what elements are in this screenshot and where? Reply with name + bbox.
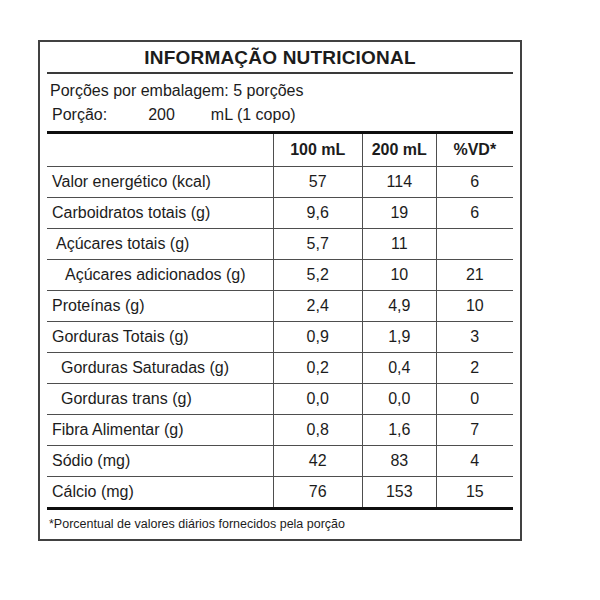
table-header-row: 100 mL 200 mL %VD* [47,133,513,167]
nutrient-name: Gorduras Totais (g) [47,322,273,353]
value-per-100ml: 2,4 [273,291,362,322]
daily-value-percent: 3 [436,322,513,353]
daily-value-percent: 7 [436,415,513,446]
value-per-100ml: 0,8 [273,415,362,446]
nutrient-row: Carboidratos totais (g)9,6196 [47,198,513,229]
value-per-200ml: 4,9 [362,291,436,322]
value-per-200ml: 0,0 [362,384,436,415]
daily-value-percent: 21 [436,260,513,291]
nutrient-row: Fibra Alimentar (g)0,81,67 [47,415,513,446]
daily-value-percent: 4 [436,446,513,477]
nutrient-row: Proteínas (g)2,44,910 [47,291,513,322]
value-per-100ml: 57 [273,167,362,198]
nutrition-label-box: INFORMAÇÃO NUTRICIONAL Porções por embal… [38,40,522,541]
daily-value-percent: 6 [436,167,513,198]
value-per-200ml: 0,4 [362,353,436,384]
serving-size-row: Porção: 200 mL (1 copo) [47,102,513,131]
value-per-200ml: 1,6 [362,415,436,446]
daily-value-footnote: *Porcentual de valores diários fornecido… [47,510,513,539]
value-per-100ml: 0,0 [273,384,362,415]
value-per-100ml: 5,7 [273,229,362,260]
nutrient-name: Gorduras trans (g) [47,384,273,415]
serving-size-label: Porção: [52,106,107,123]
daily-value-percent: 10 [436,291,513,322]
nutrient-name: Gorduras Saturadas (g) [47,353,273,384]
nutrient-name: Sódio (mg) [47,446,273,477]
servings-per-package: Porções por embalagem: 5 porções [47,74,513,102]
value-per-100ml: 0,2 [273,353,362,384]
nutrition-table-body: Valor energético (kcal)571146Carboidrato… [47,167,513,509]
value-per-100ml: 0,9 [273,322,362,353]
value-per-100ml: 9,6 [273,198,362,229]
column-header-nutrient [47,133,273,167]
column-header-per-200ml: 200 mL [362,133,436,167]
column-header-daily-value: %VD* [436,133,513,167]
nutrient-name: Valor energético (kcal) [47,167,273,198]
label-title: INFORMAÇÃO NUTRICIONAL [47,42,513,74]
value-per-200ml: 19 [362,198,436,229]
daily-value-percent [436,229,513,260]
nutrient-row: Gorduras trans (g)0,00,00 [47,384,513,415]
daily-value-percent: 2 [436,353,513,384]
nutrient-row: Açúcares adicionados (g)5,21021 [47,260,513,291]
nutrition-label-page: INFORMAÇÃO NUTRICIONAL Porções por embal… [0,0,600,600]
column-header-per-100ml: 100 mL [273,133,362,167]
nutrient-row: Açúcares totais (g)5,711 [47,229,513,260]
serving-size-amount: 200 [148,106,175,123]
nutrient-name: Proteínas (g) [47,291,273,322]
nutrient-row: Cálcio (mg)7615315 [47,477,513,509]
daily-value-percent: 6 [436,198,513,229]
value-per-200ml: 1,9 [362,322,436,353]
nutrient-name: Fibra Alimentar (g) [47,415,273,446]
daily-value-percent: 15 [436,477,513,509]
daily-value-percent: 0 [436,384,513,415]
value-per-100ml: 76 [273,477,362,509]
nutrient-row: Gorduras Saturadas (g)0,20,42 [47,353,513,384]
nutrient-name: Carboidratos totais (g) [47,198,273,229]
nutrient-name: Açúcares totais (g) [47,229,273,260]
value-per-200ml: 83 [362,446,436,477]
value-per-100ml: 42 [273,446,362,477]
value-per-200ml: 153 [362,477,436,509]
nutrition-table: 100 mL 200 mL %VD* Valor energético (kca… [47,131,513,510]
nutrient-name: Cálcio (mg) [47,477,273,509]
nutrient-name: Açúcares adicionados (g) [47,260,273,291]
value-per-200ml: 114 [362,167,436,198]
value-per-200ml: 10 [362,260,436,291]
nutrient-row: Gorduras Totais (g)0,91,93 [47,322,513,353]
value-per-100ml: 5,2 [273,260,362,291]
value-per-200ml: 11 [362,229,436,260]
nutrient-row: Valor energético (kcal)571146 [47,167,513,198]
serving-size-unit: mL (1 copo) [211,106,296,123]
nutrient-row: Sódio (mg)42834 [47,446,513,477]
